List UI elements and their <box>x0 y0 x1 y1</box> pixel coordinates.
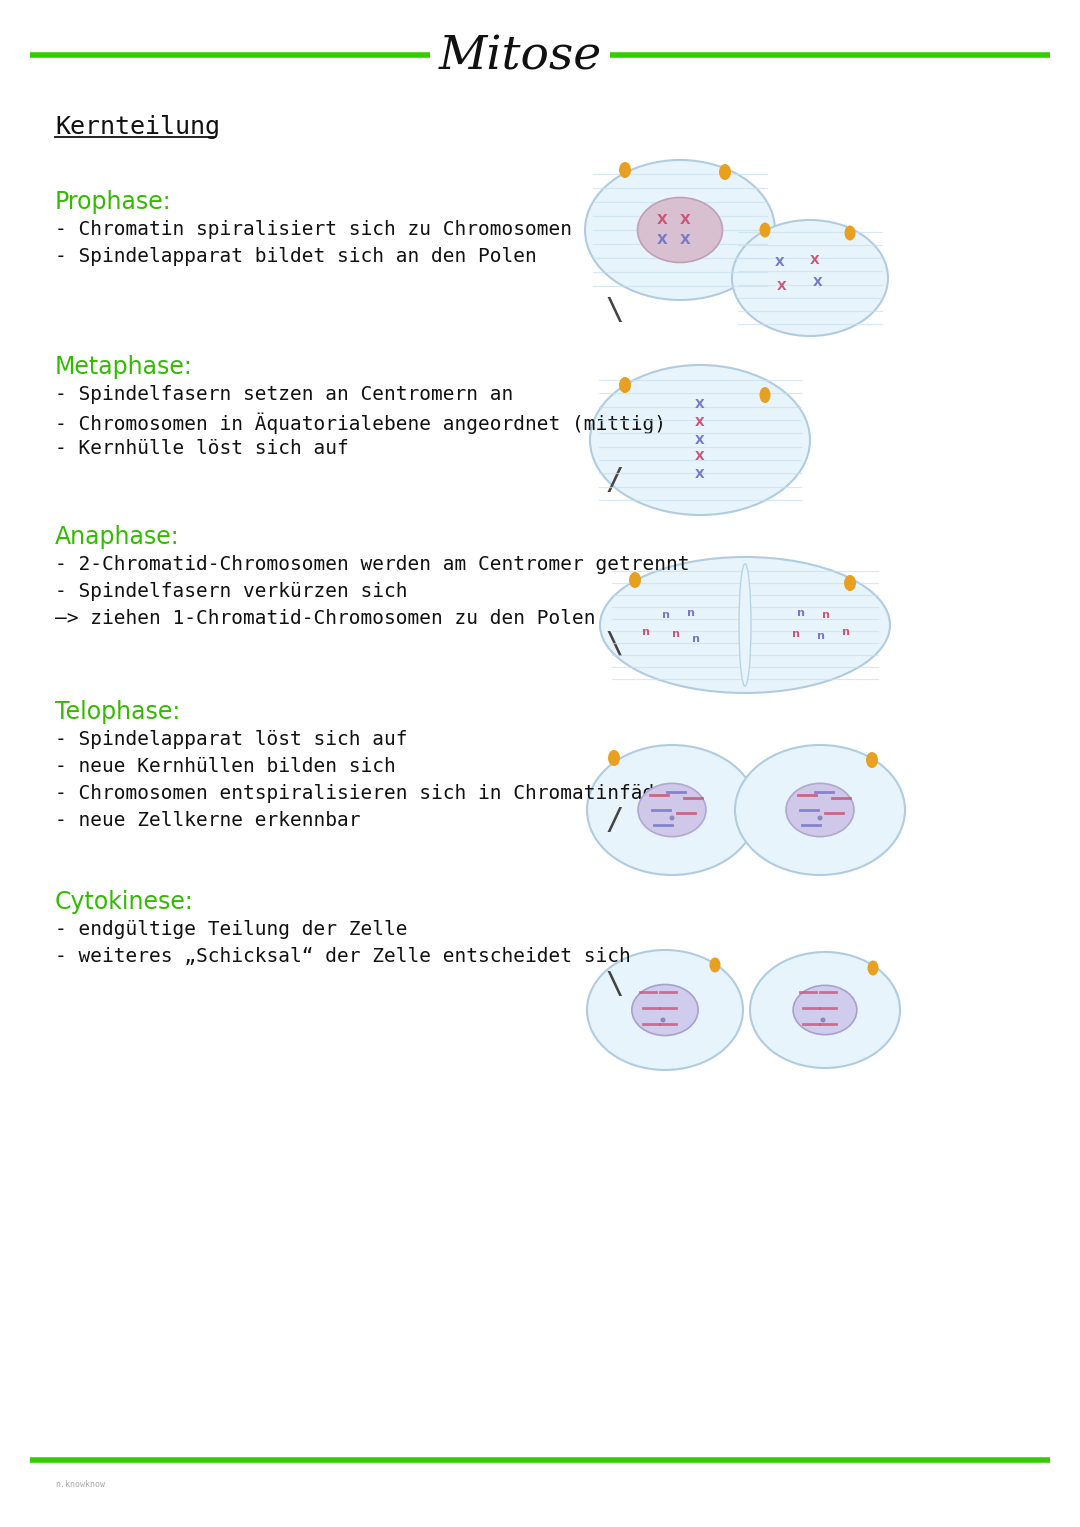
Ellipse shape <box>732 220 888 336</box>
Text: \: \ <box>606 296 624 325</box>
Text: X: X <box>696 434 705 446</box>
Text: X: X <box>778 279 787 293</box>
Text: u: u <box>691 632 699 641</box>
Text: \: \ <box>606 971 624 1000</box>
Text: - Kernhülle löst sich auf: - Kernhülle löst sich auf <box>55 438 349 458</box>
Text: u: u <box>791 628 799 637</box>
Text: X: X <box>679 212 690 228</box>
Text: Metaphase:: Metaphase: <box>55 354 192 379</box>
Text: - weiteres „Schicksal“ der Zelle entscheidet sich: - weiteres „Schicksal“ der Zelle entsche… <box>55 947 631 967</box>
Text: u: u <box>796 606 804 615</box>
Text: - Spindelapparat löst sich auf: - Spindelapparat löst sich auf <box>55 730 407 750</box>
Ellipse shape <box>843 576 856 591</box>
Text: X: X <box>696 399 705 411</box>
Ellipse shape <box>629 573 642 588</box>
Text: X: X <box>775 257 785 269</box>
Text: Anaphase:: Anaphase: <box>55 525 179 550</box>
Text: X: X <box>657 212 667 228</box>
Ellipse shape <box>759 386 770 403</box>
Ellipse shape <box>608 750 620 767</box>
Ellipse shape <box>735 745 905 875</box>
Ellipse shape <box>710 957 720 973</box>
Text: u: u <box>841 625 849 635</box>
Ellipse shape <box>818 815 823 820</box>
Text: - Chromosomen entspiralisieren sich in Chromatinfäden: - Chromosomen entspiralisieren sich in C… <box>55 783 678 803</box>
Text: X: X <box>679 234 690 247</box>
Text: /: / <box>606 806 624 834</box>
Text: - neue Kernhüllen bilden sich: - neue Kernhüllen bilden sich <box>55 757 395 776</box>
Ellipse shape <box>845 226 855 240</box>
Text: u: u <box>671 628 679 637</box>
Ellipse shape <box>585 160 775 299</box>
Ellipse shape <box>866 751 878 768</box>
Text: \: \ <box>606 631 624 660</box>
Text: u: u <box>816 629 824 638</box>
Ellipse shape <box>590 365 810 515</box>
Text: X: X <box>657 234 667 247</box>
Text: n.knowknow: n.knowknow <box>55 1480 105 1489</box>
Ellipse shape <box>719 163 731 180</box>
Text: —> ziehen 1-Chromatid-Chromosomen zu den Polen: —> ziehen 1-Chromatid-Chromosomen zu den… <box>55 609 595 628</box>
Text: X: X <box>813 276 823 290</box>
Ellipse shape <box>588 950 743 1070</box>
Text: Mitose: Mitose <box>438 35 602 79</box>
Text: - 2-Chromatid-Chromosomen werden am Centromer getrennt: - 2-Chromatid-Chromosomen werden am Cent… <box>55 554 689 574</box>
Text: X: X <box>810 253 820 267</box>
Ellipse shape <box>661 1017 665 1023</box>
Text: Telophase:: Telophase: <box>55 699 180 724</box>
Text: X: X <box>696 450 705 464</box>
Text: - Spindelapparat bildet sich an den Polen: - Spindelapparat bildet sich an den Pole… <box>55 247 537 266</box>
Text: - Spindelfasern setzen an Centromern an: - Spindelfasern setzen an Centromern an <box>55 385 513 405</box>
Text: u: u <box>642 625 649 635</box>
Ellipse shape <box>600 557 890 693</box>
Ellipse shape <box>821 1017 825 1023</box>
Ellipse shape <box>786 783 854 837</box>
Ellipse shape <box>739 563 751 686</box>
Text: - neue Zellkerne erkennbar: - neue Zellkerne erkennbar <box>55 811 361 831</box>
Ellipse shape <box>867 960 878 976</box>
Text: - endgültige Teilung der Zelle: - endgültige Teilung der Zelle <box>55 919 407 939</box>
Ellipse shape <box>619 162 631 179</box>
Text: Prophase:: Prophase: <box>55 189 172 214</box>
Ellipse shape <box>759 223 770 238</box>
Text: - Spindelfasern verkürzen sich: - Spindelfasern verkürzen sich <box>55 582 407 602</box>
Text: Kernteilung: Kernteilung <box>55 115 220 139</box>
Ellipse shape <box>619 377 631 392</box>
Text: /: / <box>606 466 624 495</box>
Text: u: u <box>661 608 669 618</box>
Ellipse shape <box>638 783 706 837</box>
Text: X: X <box>696 469 705 481</box>
Ellipse shape <box>588 745 757 875</box>
Text: - Chromosomen in Äquatorialebene angeordnet (mittig): - Chromosomen in Äquatorialebene angeord… <box>55 412 666 434</box>
Text: u: u <box>821 608 829 618</box>
Ellipse shape <box>632 985 698 1035</box>
Ellipse shape <box>637 197 723 263</box>
Ellipse shape <box>670 815 675 820</box>
Text: Cytokinese:: Cytokinese: <box>55 890 193 915</box>
Ellipse shape <box>793 985 856 1035</box>
Ellipse shape <box>750 951 900 1067</box>
Text: X: X <box>696 417 705 429</box>
Text: u: u <box>686 606 694 615</box>
Text: - Chromatin spiralisiert sich zu Chromosomen: - Chromatin spiralisiert sich zu Chromos… <box>55 220 572 240</box>
